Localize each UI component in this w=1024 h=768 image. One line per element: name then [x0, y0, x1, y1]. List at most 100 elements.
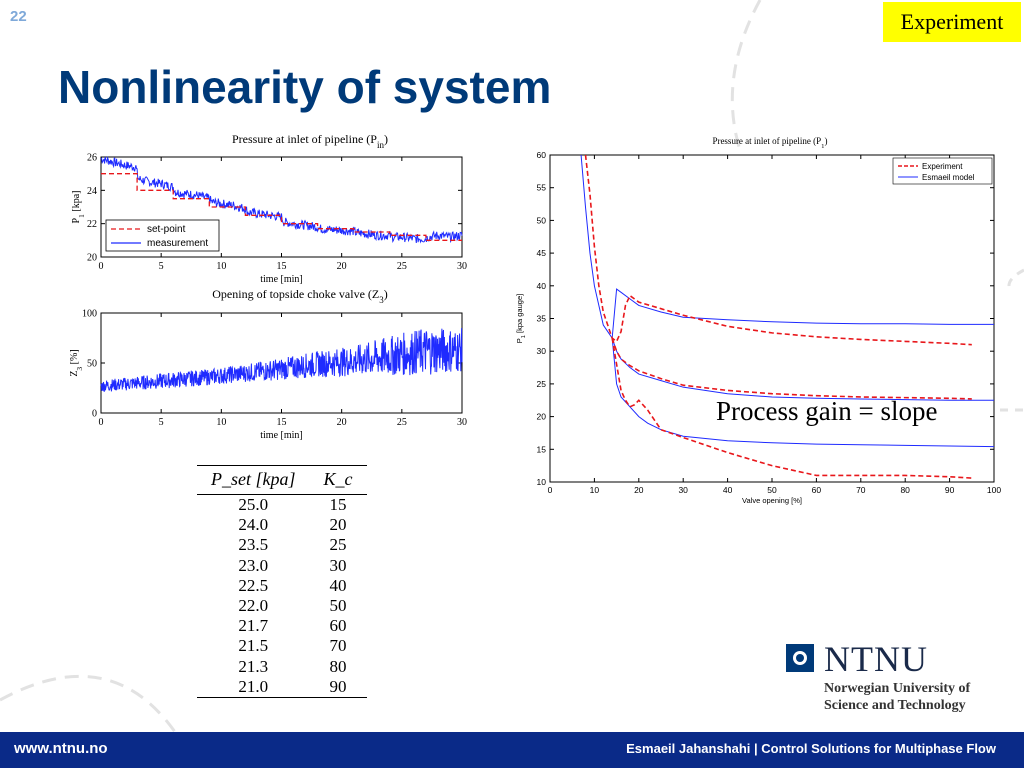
x-tick-label: 70: [856, 485, 866, 495]
y-axis-label: P1 [kpa gauge]: [515, 294, 527, 343]
table-cell: 70: [329, 636, 347, 656]
chart1-title: Pressure at inlet of pipeline (Pin): [232, 132, 388, 150]
x-tick-label: 20: [337, 417, 347, 428]
table-cell: 30: [329, 555, 347, 575]
y-tick-label: 30: [537, 346, 547, 356]
x-tick-label: 90: [945, 485, 955, 495]
x-tick-label: 40: [723, 485, 733, 495]
table-cell: 22.0: [238, 596, 269, 616]
chart3-curves: [580, 155, 994, 479]
table-row: 24.0 20: [197, 515, 367, 535]
table-row: 22.5 40: [197, 576, 367, 596]
legend-label-setpoint: set-point: [147, 224, 186, 235]
x-tick-label: 0: [548, 485, 553, 495]
y-tick-label: 0: [92, 409, 97, 420]
y-tick-label: 45: [537, 248, 547, 258]
model-curve: [580, 155, 994, 340]
x-tick-label: 15: [277, 261, 287, 272]
chart3-legend: Experiment Esmaeil model: [892, 157, 993, 185]
x-tick-label: 100: [987, 485, 1001, 495]
x-tick-label: 30: [457, 261, 467, 272]
table-cell: 20: [329, 515, 347, 535]
measurement-line: [100, 156, 463, 244]
table-cell: 21.5: [238, 636, 269, 656]
table-cell: 80: [329, 656, 347, 676]
y-tick-label: 50: [87, 359, 97, 370]
x-tick-label: 10: [590, 485, 600, 495]
setpoint-line: [101, 173, 462, 241]
x-tick-label: 80: [900, 485, 910, 495]
model-curve: [611, 338, 994, 448]
table-row: 25.0 15: [197, 495, 367, 516]
experiment-curve: [611, 337, 972, 479]
logo-line-2: Science and Technology: [824, 698, 966, 713]
experiment-tag: Experiment: [883, 2, 1021, 42]
logo-name: NTNU: [824, 639, 928, 679]
y-tick-label: 35: [537, 313, 547, 323]
table-cell: 60: [329, 616, 347, 636]
table-cell: 24.0: [238, 515, 269, 535]
ntnu-logo-icon: [786, 644, 814, 672]
table-row: 23.0 30: [197, 556, 367, 576]
chart1-legend: set-point measurement: [105, 219, 220, 252]
logo-line-1: Norwegian University of: [824, 681, 971, 696]
page-title: Nonlinearity of system: [58, 61, 552, 113]
table-cell: 21.7: [238, 616, 269, 636]
gain-table: P_set [kpa] K_c 25.0 15 24.0 20 23.5 25 23.…: [197, 465, 367, 699]
y-tick-label: 40: [537, 281, 547, 291]
chart2-title: Opening of topside choke valve (Z3): [212, 287, 387, 305]
y-tick-label: 20: [537, 412, 547, 422]
table-header-pset: P_set [kpa]: [197, 465, 310, 495]
y-tick-label: 60: [537, 150, 547, 160]
table-cell: 50: [329, 596, 347, 616]
y-tick-label: 26: [87, 153, 97, 164]
legend-box: [105, 219, 220, 252]
pressure-time-chart: Pressure at inlet of pipeline (Pin) 0 5 10…: [71, 132, 467, 285]
y-tick-label: 25: [537, 379, 547, 389]
table-header-kc: K_c: [309, 465, 367, 495]
x-tick-label: 0: [99, 261, 104, 272]
y-axis-label: P1 [kpa]: [71, 191, 86, 224]
x-axis-label: time [min]: [260, 274, 303, 285]
logo-subtitle: Norwegian University of Science and Tech…: [824, 680, 970, 714]
table-row: 22.0 50: [197, 596, 367, 616]
table-cell: 25.0: [238, 495, 269, 514]
x-axis-label: Valve opening [%]: [742, 496, 802, 505]
table-row: 21.7 60: [197, 616, 367, 636]
chart3-title: Pressure at inlet of pipeline (P1): [712, 136, 827, 150]
x-tick-label: 10: [216, 417, 226, 428]
y-tick-label: 55: [537, 183, 547, 193]
y-tick-label: 22: [87, 219, 97, 230]
table-cell: 23.5: [238, 535, 269, 555]
x-tick-label: 0: [99, 417, 104, 428]
table-row: 21.3 80: [197, 657, 367, 677]
table-row: 23.5 25: [197, 535, 367, 555]
slide-number: 22: [10, 8, 27, 25]
legend-label-measurement: measurement: [147, 238, 208, 249]
y-tick-label: 20: [87, 253, 97, 264]
legend-label-model: Esmaeil model: [922, 173, 975, 182]
y-tick-label: 10: [537, 477, 547, 487]
footer-url[interactable]: www.ntnu.no: [14, 740, 108, 757]
x-tick-label: 15: [277, 417, 287, 428]
table-cell: 21.0: [197, 676, 310, 699]
x-tick-label: 25: [397, 417, 407, 428]
process-gain-annotation: Process gain = slope: [716, 396, 938, 426]
experiment-curve: [584, 155, 972, 346]
table-cell: 22.5: [238, 575, 269, 595]
valve-opening-line: [100, 328, 463, 392]
table-cell: 15: [329, 495, 347, 514]
x-tick-label: 10: [216, 261, 226, 272]
table-row: 21.5 70: [197, 636, 367, 656]
y-tick-label: 24: [87, 186, 97, 197]
experiment-curve: [611, 337, 972, 400]
y-tick-label: 100: [82, 309, 97, 320]
x-tick-label: 30: [678, 485, 688, 495]
x-tick-label: 20: [634, 485, 644, 495]
legend-box: [892, 157, 993, 185]
x-axis-label: time [min]: [260, 430, 303, 441]
plot-frame: [549, 154, 995, 483]
table-cell: 23.0: [238, 555, 269, 575]
x-tick-label: 25: [397, 261, 407, 272]
table-cell: 40: [329, 575, 347, 595]
